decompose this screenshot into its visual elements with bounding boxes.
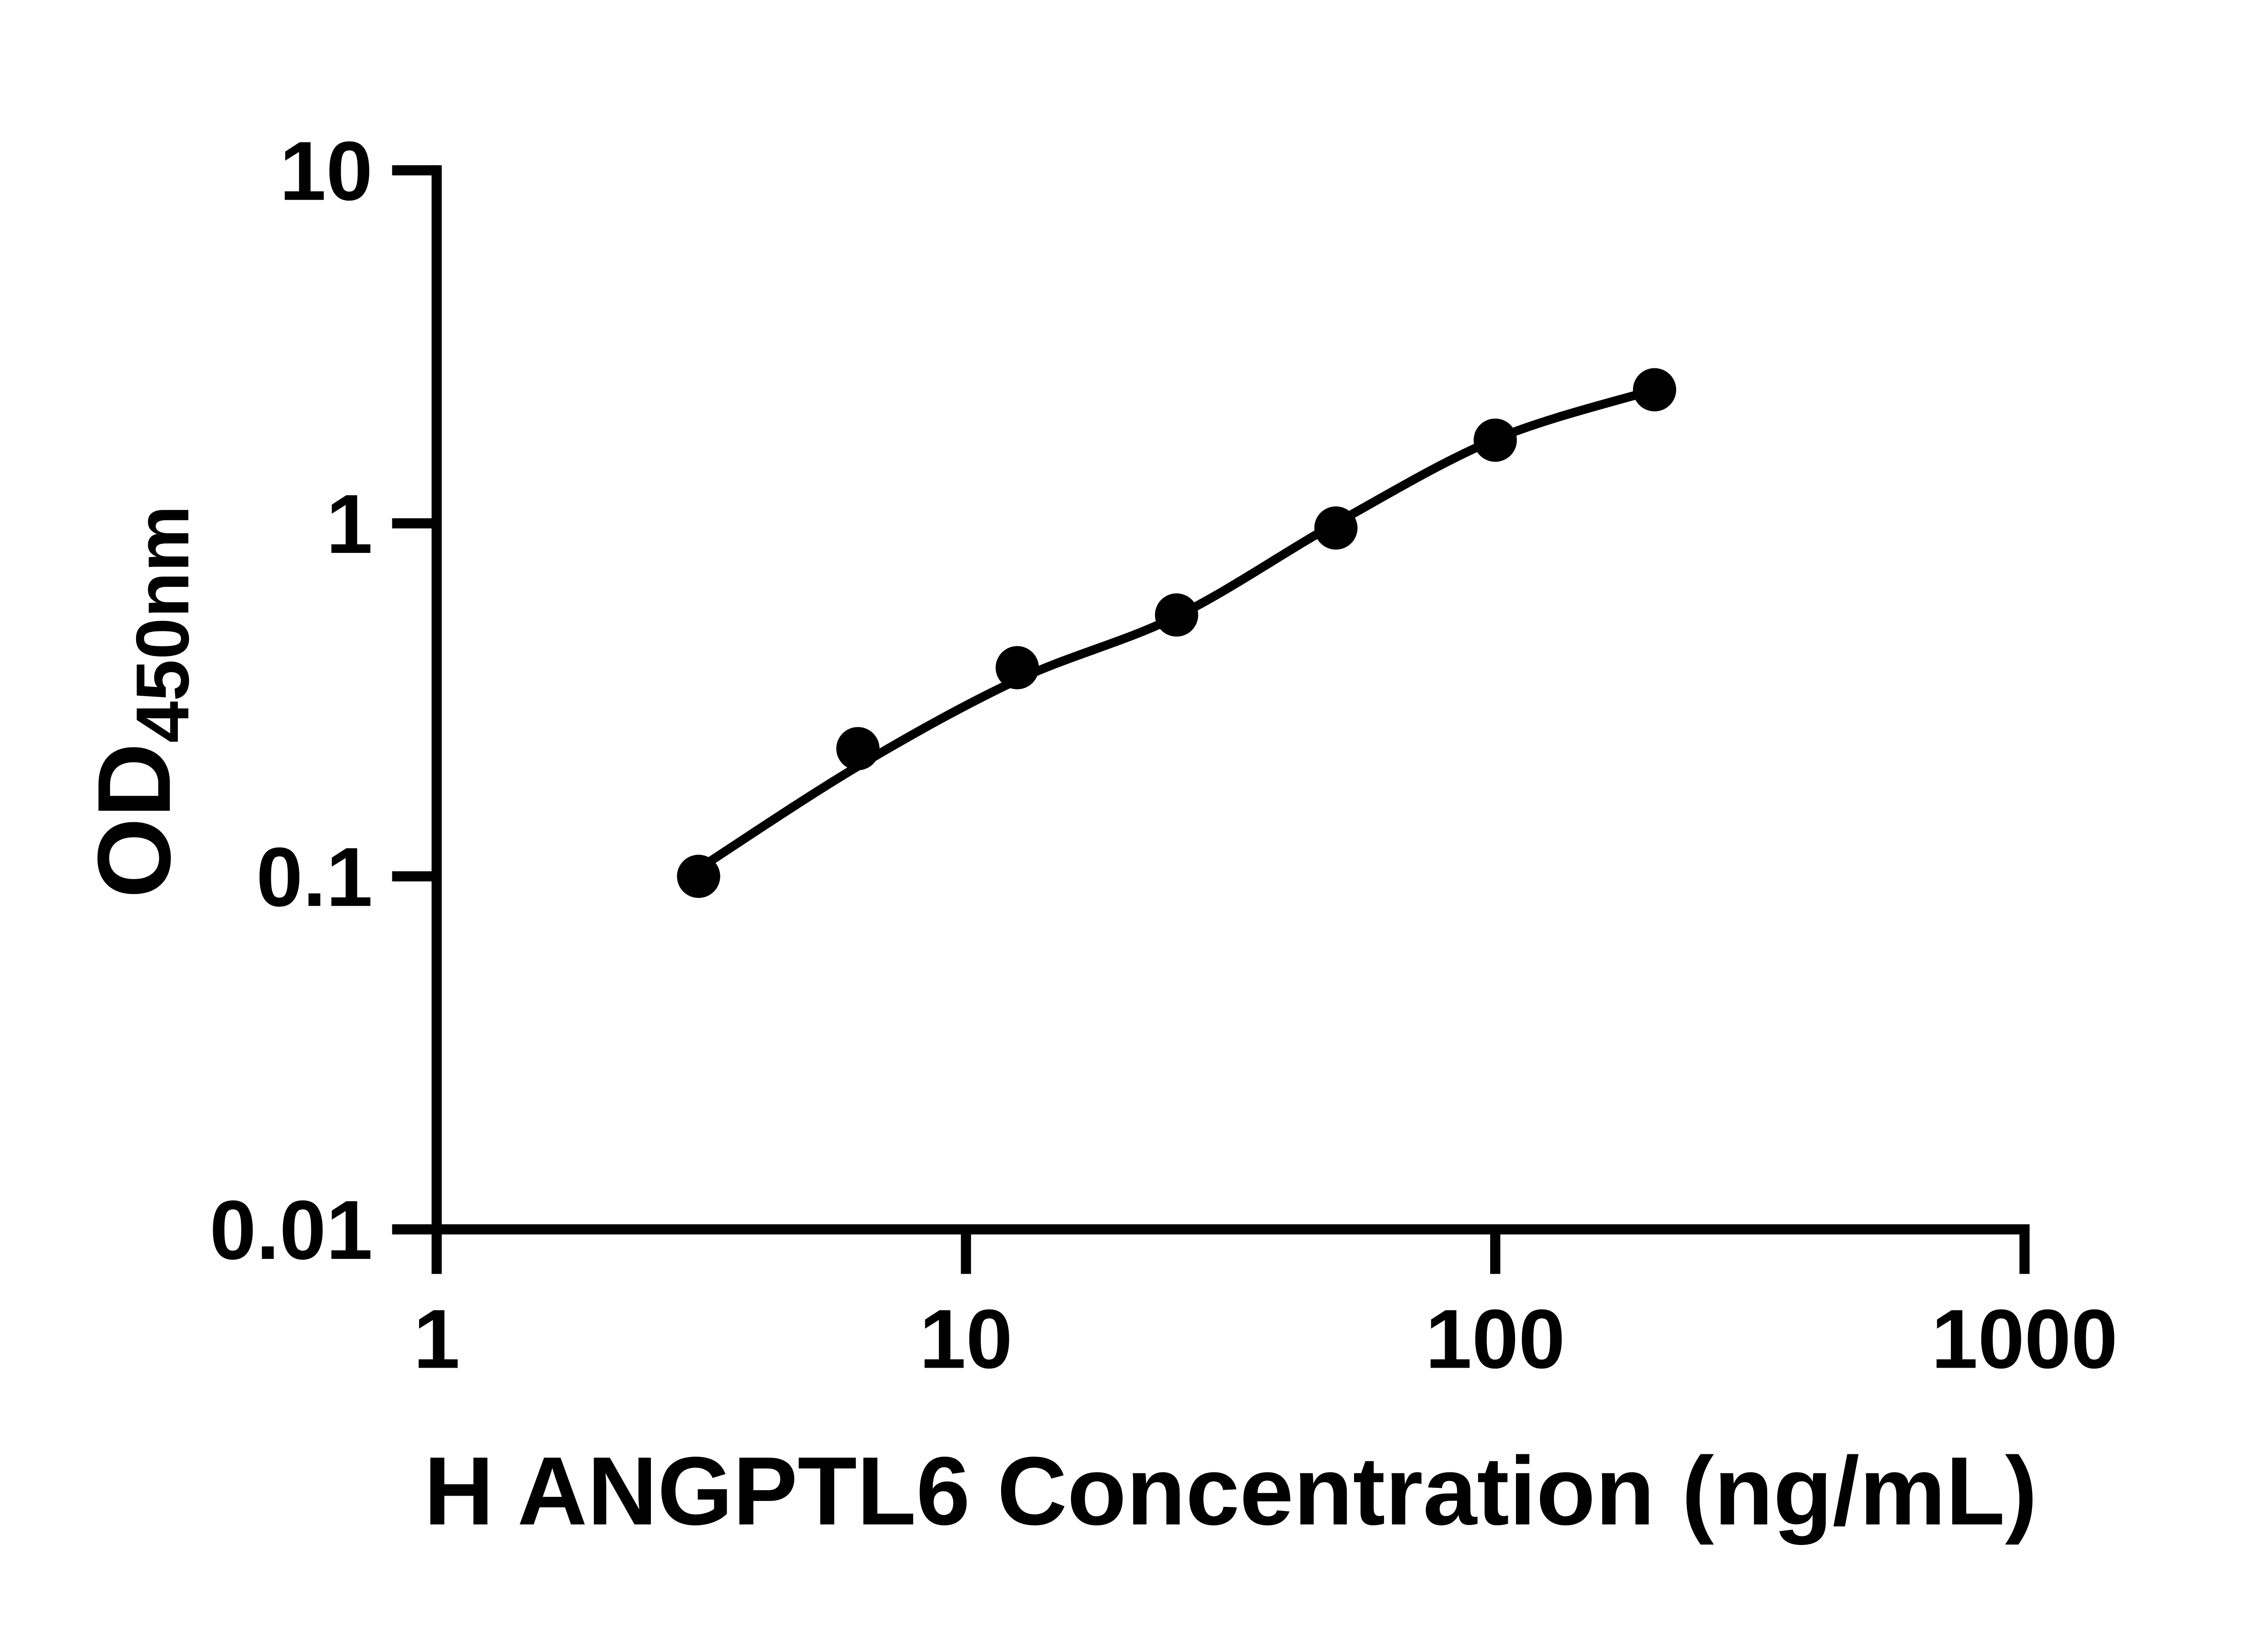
y-axis-title-subscript: 450nm [121,505,205,743]
x-axis-title: H ANGPTL6 Concentration (ng/mL) [424,1437,2037,1545]
y-tick-label: 10 [279,125,373,218]
y-axis-title-base: OD [76,743,192,899]
data-point-marker [995,646,1039,689]
data-point-marker [1314,506,1358,550]
y-tick-label: 0.1 [256,831,373,924]
axis-frame [431,165,2030,1235]
x-tick-label: 100 [1425,1292,1565,1386]
y-tick-label: 0.01 [210,1183,373,1277]
y-tick-label: 1 [326,478,373,571]
data-points [677,368,1677,898]
x-tick-label: 1 [413,1292,460,1386]
y-axis-title: OD450nm [76,505,205,899]
data-point-marker [1633,368,1677,411]
data-point-marker [836,727,880,771]
data-point-marker [1473,418,1517,462]
data-point-marker [1155,593,1198,637]
data-point-marker [677,855,720,898]
axes: 1 10 100 1000 10 1 0.1 0.01 [210,125,2118,1386]
x-tick-label: 10 [919,1292,1013,1386]
x-tick-label: 1000 [1931,1292,2118,1386]
